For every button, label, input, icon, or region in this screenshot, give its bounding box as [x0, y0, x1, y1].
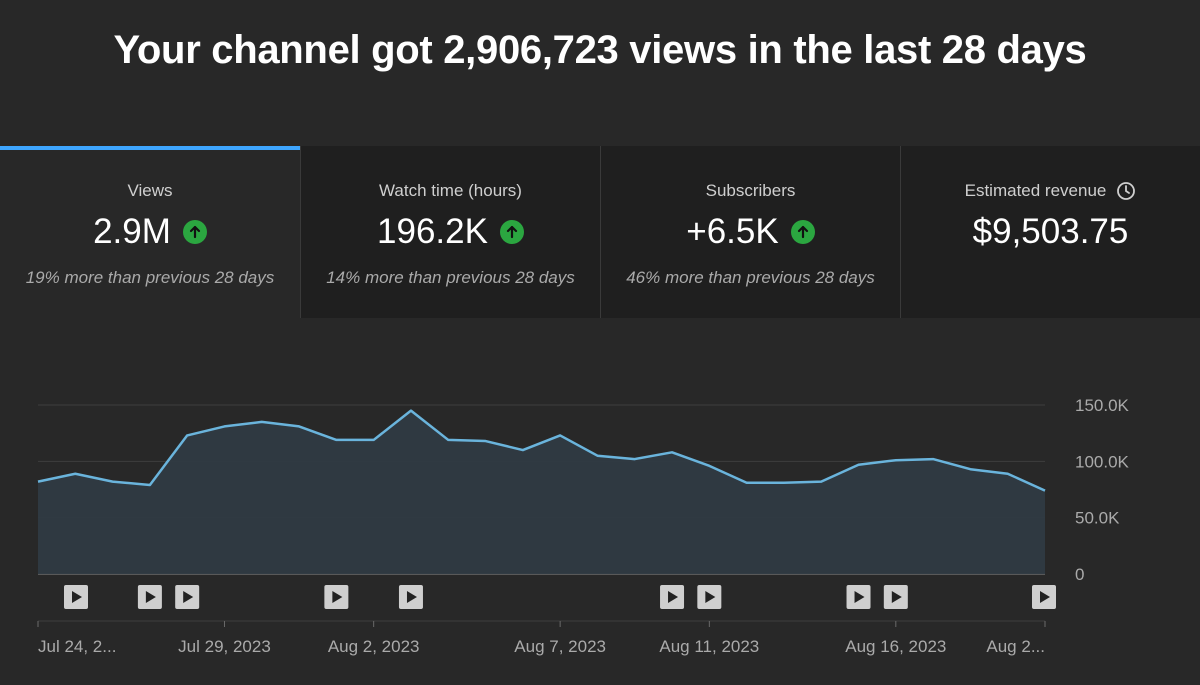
- video-marker-play-icon[interactable]: [1032, 585, 1056, 609]
- card-value: 196.2K: [377, 212, 488, 251]
- video-marker-play-icon[interactable]: [64, 585, 88, 609]
- x-tick-label: Aug 16, 2023: [845, 637, 946, 656]
- video-marker-play-icon[interactable]: [137, 585, 162, 609]
- card-watch-time[interactable]: Watch time (hours) 196.2K 14% more than …: [300, 146, 600, 318]
- card-value: $9,503.75: [972, 212, 1129, 251]
- x-tick-label: Aug 7, 2023: [514, 637, 606, 656]
- card-value: +6.5K: [686, 212, 779, 251]
- series-area: [38, 410, 1045, 574]
- y-tick-label: 150.0K: [1075, 396, 1130, 415]
- page-title: Your channel got 2,906,723 views in the …: [113, 28, 1087, 72]
- video-marker-play-icon[interactable]: [883, 585, 908, 609]
- y-tick-label: 50.0K: [1075, 509, 1120, 528]
- x-tick-label: Aug 11, 2023: [659, 637, 759, 656]
- arrow-up-icon: [182, 220, 207, 244]
- video-marker-play-icon[interactable]: [398, 585, 423, 609]
- card-estimated-revenue[interactable]: Estimated revenue $9,503.75: [900, 146, 1200, 318]
- x-tick-label: Jul 29, 2023: [178, 637, 271, 656]
- card-subscribers[interactable]: Subscribers +6.5K 46% more than previous…: [600, 146, 900, 318]
- card-note: 14% more than previous 28 days: [326, 268, 575, 287]
- card-note: 19% more than previous 28 days: [25, 268, 275, 287]
- y-tick-label: 100.0K: [1075, 452, 1130, 471]
- views-chart-svg: 150.0K 100.0K 50.0K 0 Jul 24, 2... Jul 29, 20…: [37, 396, 1130, 656]
- card-label: Watch time (hours): [379, 181, 522, 200]
- metric-cards: Views 2.9M 19% more than previous 28 day…: [0, 146, 1200, 318]
- clock-icon[interactable]: [1116, 181, 1136, 201]
- video-marker-play-icon[interactable]: [660, 585, 685, 609]
- card-note: 46% more than previous 28 days: [626, 268, 875, 287]
- video-marker-play-icon[interactable]: [175, 585, 200, 609]
- arrow-up-icon: [499, 220, 524, 244]
- arrow-up-icon: [790, 220, 815, 244]
- card-value: 2.9M: [93, 212, 171, 251]
- video-marker-play-icon[interactable]: [324, 585, 349, 609]
- card-views[interactable]: Views 2.9M 19% more than previous 28 day…: [0, 146, 300, 318]
- x-tick-label: Aug 2...: [986, 637, 1045, 656]
- series-line: [37, 409, 1046, 492]
- card-label: Subscribers: [705, 181, 796, 200]
- card-label: Estimated revenue: [964, 181, 1107, 200]
- y-tick-label: 0: [1075, 565, 1084, 584]
- x-tick-label: Jul 24, 2...: [38, 637, 116, 656]
- views-chart: 150.0K 100.0K 50.0K 0 Jul 24, 2... Jul 29, 20…: [0, 318, 1200, 680]
- card-label: Views: [127, 181, 173, 200]
- video-marker-play-icon[interactable]: [846, 585, 871, 609]
- video-marker-play-icon[interactable]: [697, 585, 722, 609]
- x-tick-label: Aug 2, 2023: [328, 637, 420, 656]
